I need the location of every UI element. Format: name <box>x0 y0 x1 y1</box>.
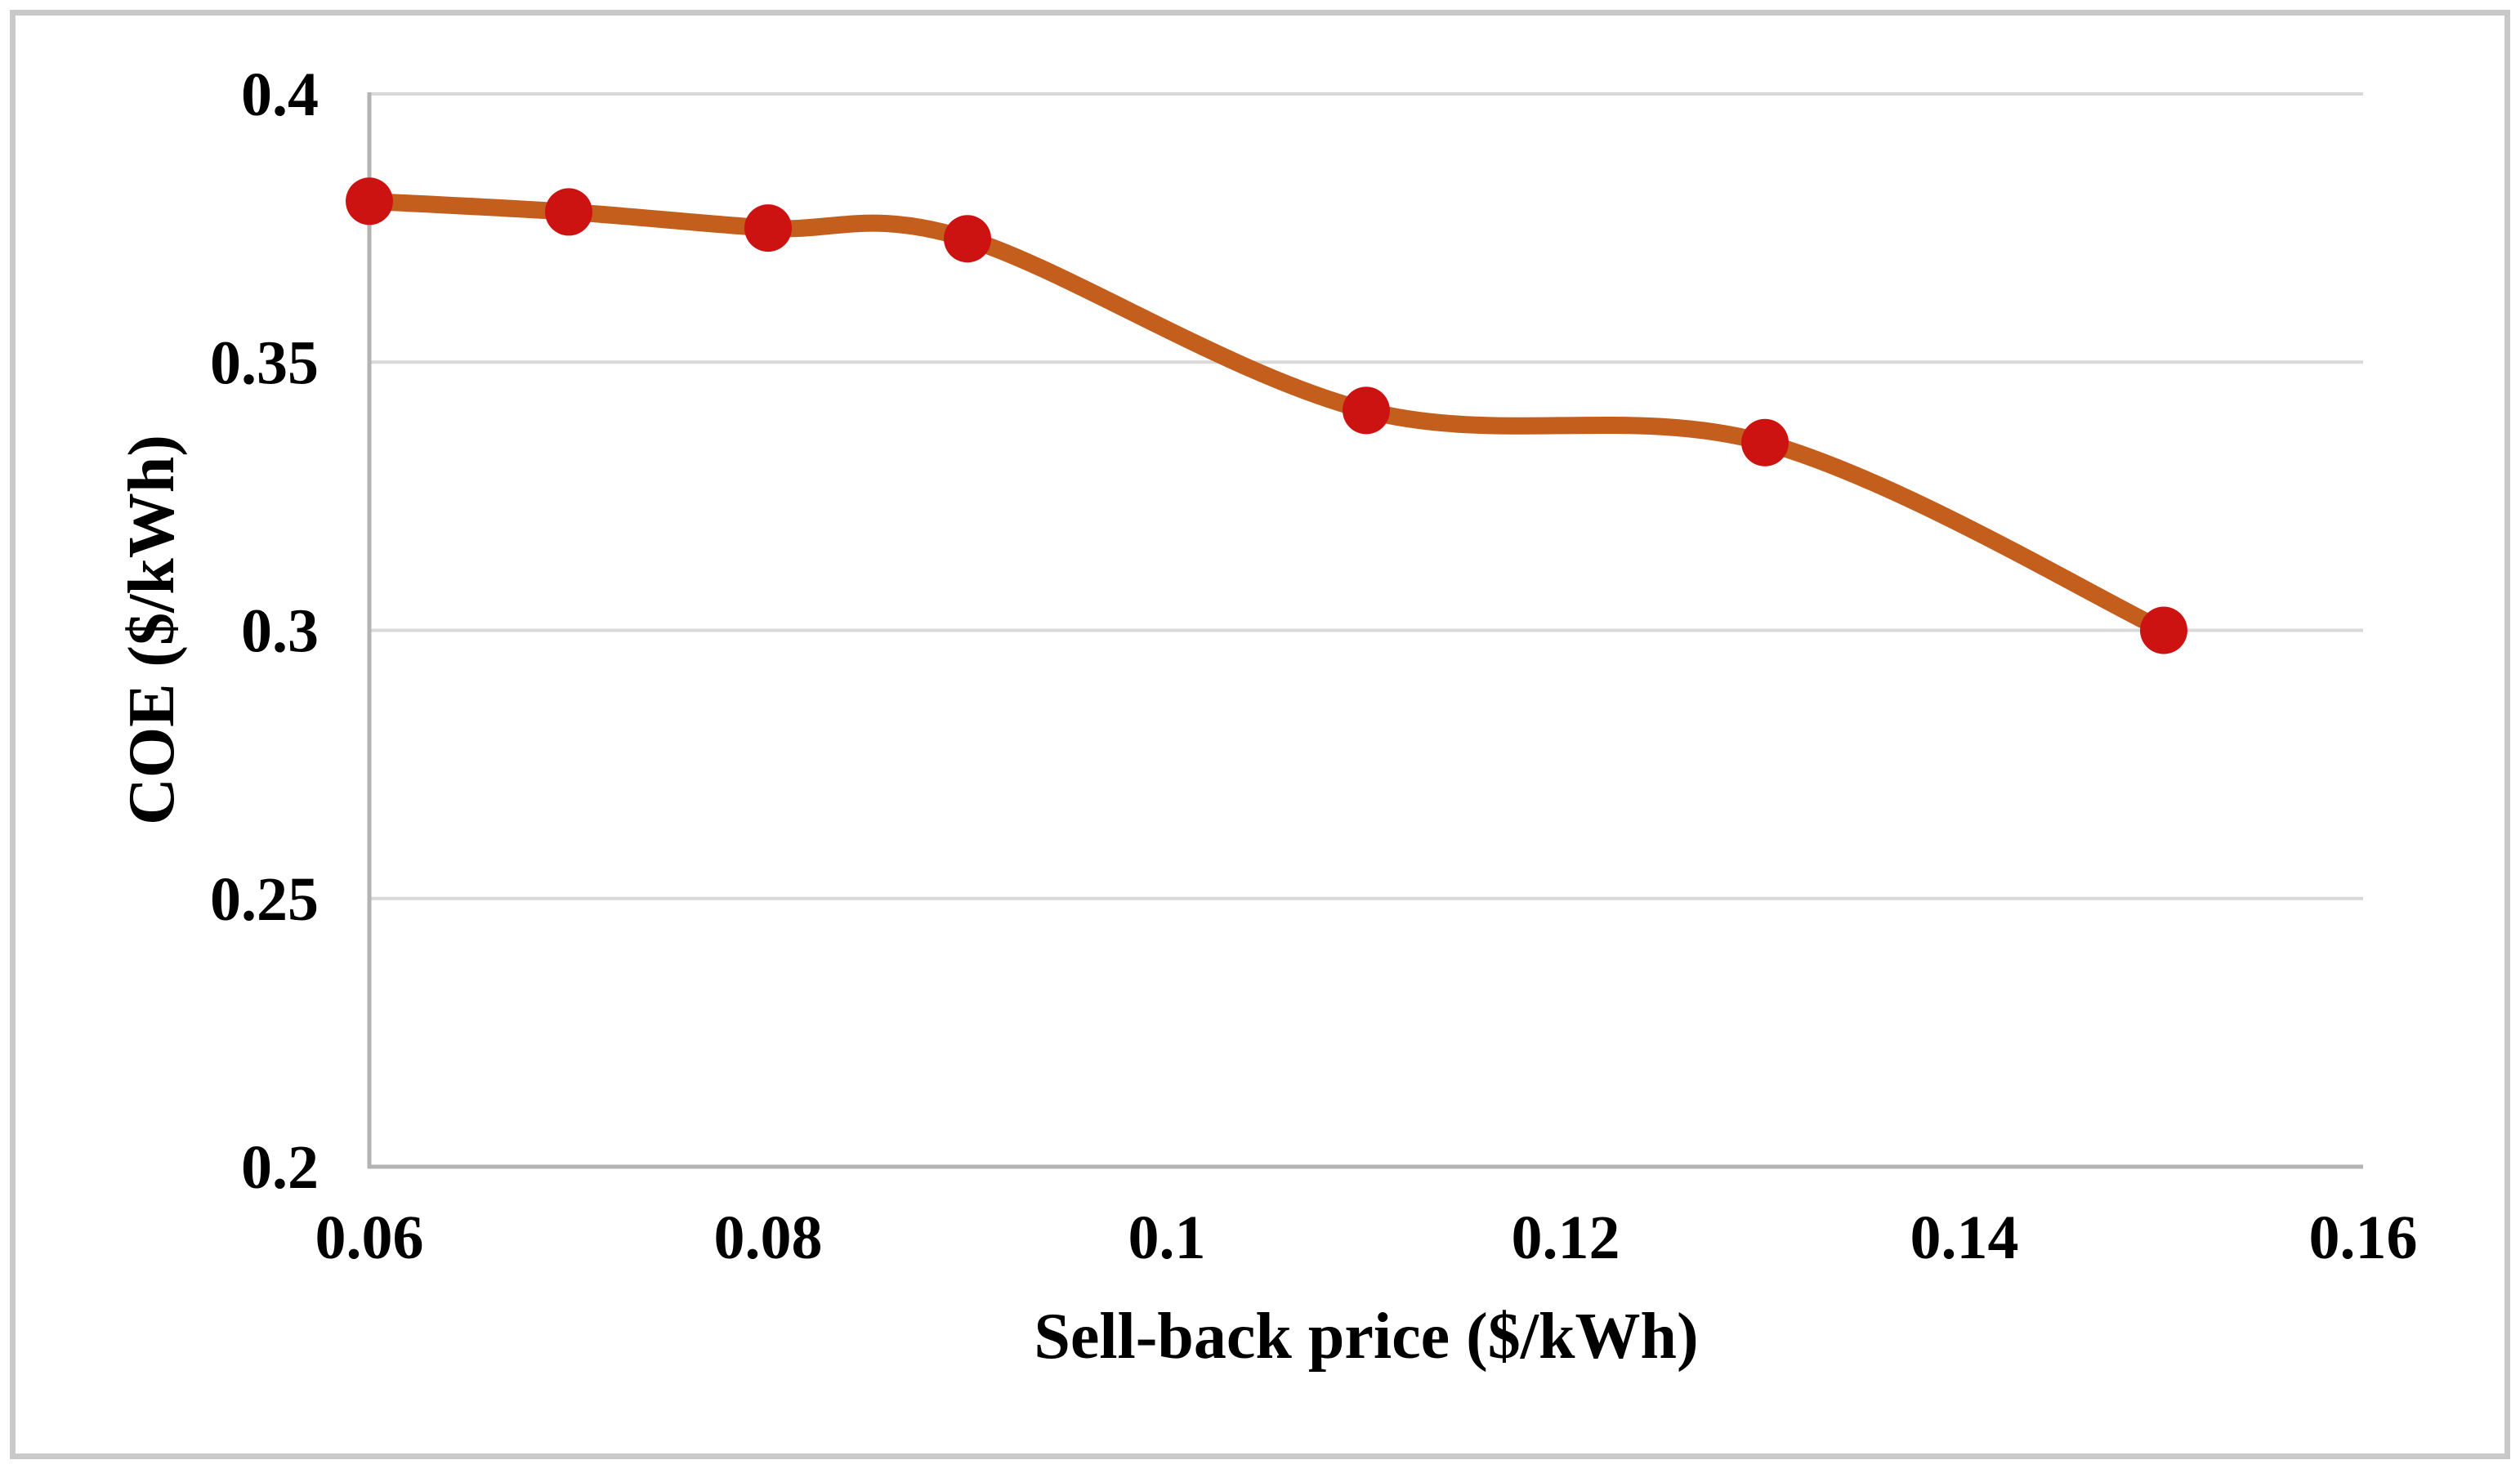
x-tick-label: 0.12 <box>1512 1203 1620 1272</box>
y-tick-label: 0.35 <box>210 328 319 397</box>
y-tick-label: 0.2 <box>241 1133 319 1202</box>
y-tick-label: 0.25 <box>210 865 319 934</box>
x-tick-label: 0.1 <box>1128 1203 1206 1272</box>
data-point-marker <box>1343 386 1390 435</box>
x-tick-label: 0.08 <box>714 1203 823 1272</box>
data-point-marker <box>1741 418 1789 467</box>
data-point-marker <box>346 177 393 225</box>
data-point-marker <box>744 204 792 252</box>
data-point-marker <box>545 188 592 236</box>
data-point-marker <box>2140 606 2187 654</box>
gridlines <box>369 92 2363 900</box>
x-tick-label: 0.14 <box>1910 1203 2019 1272</box>
y-tick-label: 0.3 <box>241 597 319 666</box>
y-axis-title: COE ($/kWh) <box>116 435 188 825</box>
figure-border <box>10 10 2510 1459</box>
series-markers <box>346 177 2187 654</box>
x-axis-tick-labels: 0.06 0.08 0.1 0.12 0.14 0.16 <box>315 1203 2418 1272</box>
x-tick-label: 0.16 <box>2309 1203 2418 1272</box>
x-axis-title: Sell-back price ($/kWh) <box>1034 1301 1698 1373</box>
y-axis-tick-labels: 0.4 0.35 0.3 0.25 0.2 <box>210 60 319 1202</box>
x-tick-label: 0.06 <box>315 1203 424 1272</box>
series-line <box>360 192 2173 639</box>
data-point-marker <box>944 215 991 263</box>
y-tick-label: 0.4 <box>241 60 319 129</box>
